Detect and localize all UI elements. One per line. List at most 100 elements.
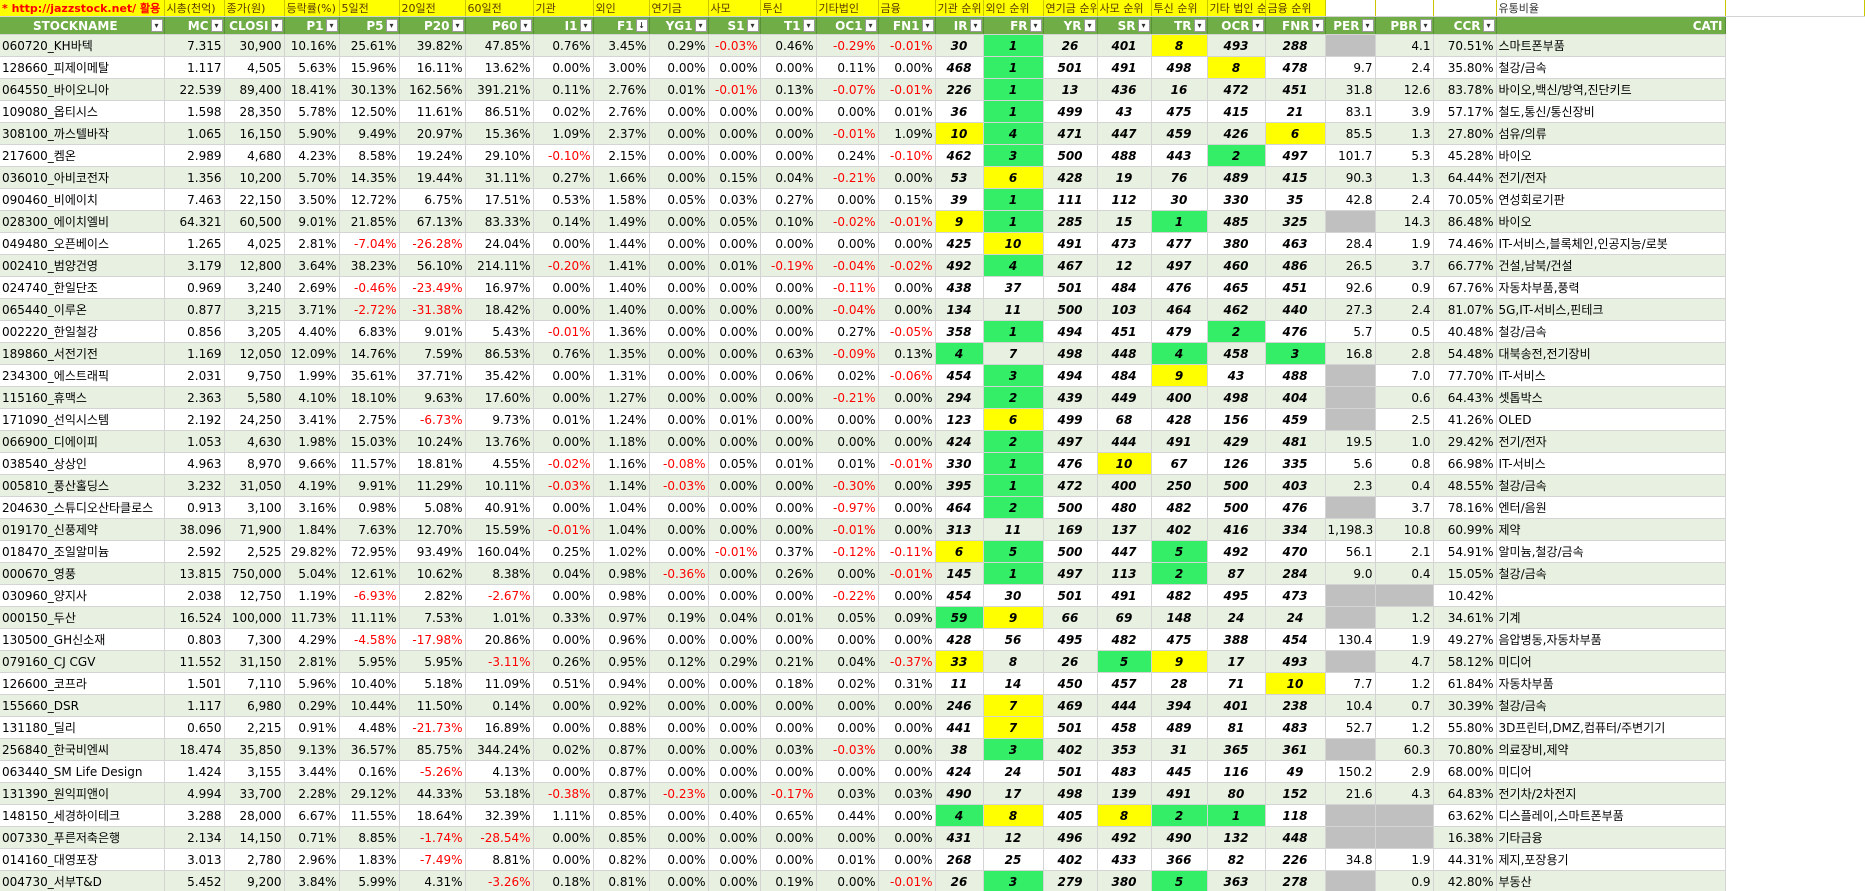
table-cell[interactable]: 10 <box>1265 672 1326 695</box>
table-cell[interactable]: 103 <box>1097 298 1152 321</box>
table-cell[interactable]: 130.4 <box>1325 628 1376 651</box>
table-cell[interactable]: 284 <box>1265 562 1326 585</box>
table-cell[interactable]: 2.15% <box>593 144 650 167</box>
table-cell[interactable]: 0.00% <box>533 694 594 717</box>
table-cell[interactable]: 498 <box>1151 56 1208 79</box>
column-header-close[interactable]: CLOSI ▾ <box>224 16 285 35</box>
table-cell[interactable]: 0.05% <box>649 188 709 211</box>
table-cell[interactable]: 30 <box>935 34 984 57</box>
table-cell[interactable]: 0.13% <box>760 78 817 101</box>
table-cell[interactable]: 424 <box>935 760 984 783</box>
table-cell[interactable]: 0.00% <box>649 364 709 387</box>
table-cell[interactable]: 491 <box>1097 56 1152 79</box>
table-cell[interactable]: 1 <box>983 320 1044 343</box>
table-cell[interactable]: 0.00% <box>533 276 594 299</box>
table-cell[interactable]: 0.00% <box>760 144 817 167</box>
table-cell[interactable]: 0.02% <box>816 364 879 387</box>
table-cell[interactable]: 3,240 <box>224 276 285 299</box>
table-cell[interactable]: 9 <box>1151 650 1208 673</box>
table-cell[interactable]: 0.00% <box>649 694 709 717</box>
table-cell[interactable]: 288 <box>1265 34 1326 57</box>
stock-name-cell[interactable]: 038540_상상인 <box>0 452 165 475</box>
table-cell[interactable]: 0.21% <box>760 650 817 673</box>
table-cell[interactable]: 19.24% <box>399 144 466 167</box>
category-cell[interactable] <box>1496 584 1726 607</box>
table-cell[interactable]: -7.04% <box>339 232 400 255</box>
table-row[interactable]: 005810_풍산홀딩스 3.232 31,050 4.19% 9.91% 11.29% 1… <box>0 474 1865 497</box>
table-cell[interactable]: 0.00% <box>816 408 879 431</box>
category-cell[interactable]: 엔터/음원 <box>1496 496 1726 519</box>
table-cell[interactable]: 499 <box>1043 100 1098 123</box>
table-cell[interactable]: 4.3 <box>1375 782 1434 805</box>
category-cell[interactable]: 바이오 <box>1496 210 1726 233</box>
table-cell[interactable]: 28,000 <box>224 804 285 827</box>
table-cell[interactable]: -0.04% <box>816 298 879 321</box>
table-cell[interactable]: 501 <box>1043 584 1098 607</box>
table-cell[interactable]: 3.9 <box>1375 100 1434 123</box>
table-cell[interactable]: 8 <box>983 650 1044 673</box>
table-cell[interactable]: 18.41% <box>284 78 340 101</box>
filter-dropdown-icon[interactable]: ▾ <box>1083 19 1096 32</box>
table-cell[interactable]: 39.82% <box>399 34 466 57</box>
table-cell[interactable]: 10.44% <box>339 694 400 717</box>
table-cell[interactable]: 0.00% <box>708 298 761 321</box>
table-cell[interactable]: 10 <box>1097 452 1152 475</box>
table-cell[interactable]: 7.315 <box>164 34 225 57</box>
table-cell[interactable]: 482 <box>1151 584 1208 607</box>
table-row[interactable]: 090460_비에이치 7.463 22,150 3.50% 12.72% 6.75% 17… <box>0 188 1865 211</box>
stock-name-cell[interactable]: 204630_스튜디오산타클로스 <box>0 496 165 519</box>
table-cell[interactable]: 12.61% <box>339 562 400 585</box>
table-cell[interactable]: 366 <box>1151 848 1208 871</box>
table-cell[interactable]: 501 <box>1043 56 1098 79</box>
column-header-pbr[interactable]: PBR ▾ <box>1375 16 1434 35</box>
table-cell[interactable]: 0.24% <box>816 144 879 167</box>
stock-name-cell[interactable]: 028300_에이치엘비 <box>0 210 165 233</box>
table-row[interactable]: 063440_SM Life Design 1.424 3,155 3.44% 0.16… <box>0 760 1865 783</box>
table-cell[interactable]: -17.98% <box>399 628 466 651</box>
table-cell[interactable]: 3 <box>983 364 1044 387</box>
table-cell[interactable]: 3 <box>983 738 1044 761</box>
table-cell[interactable]: 0.85% <box>593 826 650 849</box>
table-cell[interactable]: 10.4 <box>1325 694 1376 717</box>
table-cell[interactable]: 285 <box>1043 210 1098 233</box>
table-cell[interactable]: 1.66% <box>593 166 650 189</box>
table-row[interactable]: 204630_스튜디오산타클로스 0.913 3,100 3.16% 0.98% 5.08… <box>0 496 1865 519</box>
table-cell[interactable]: 0.00% <box>878 386 936 409</box>
table-cell[interactable]: 30 <box>983 584 1044 607</box>
table-cell[interactable]: 17 <box>983 782 1044 805</box>
table-cell[interactable]: 0.00% <box>760 100 817 123</box>
table-cell[interactable]: 1.58% <box>593 188 650 211</box>
table-cell[interactable]: 55.80% <box>1433 716 1497 739</box>
table-cell[interactable]: 83.78% <box>1433 78 1497 101</box>
table-cell[interactable]: 12,050 <box>224 342 285 365</box>
table-cell[interactable]: 0.00% <box>649 276 709 299</box>
table-cell[interactable]: 14.76% <box>339 342 400 365</box>
table-cell[interactable]: 35.42% <box>465 364 534 387</box>
table-cell[interactable]: 43 <box>1097 100 1152 123</box>
table-cell[interactable]: 0.00% <box>878 474 936 497</box>
category-cell[interactable]: 전기/전자 <box>1496 166 1726 189</box>
table-cell[interactable]: 9,750 <box>224 364 285 387</box>
table-cell[interactable]: 484 <box>1097 276 1152 299</box>
table-cell[interactable]: 1.36% <box>593 320 650 343</box>
table-cell[interactable]: 3.41% <box>284 408 340 431</box>
table-cell[interactable]: 5.96% <box>284 672 340 695</box>
table-cell[interactable]: 325 <box>1265 210 1326 233</box>
category-cell[interactable]: 자동차부품 <box>1496 672 1726 695</box>
table-cell[interactable]: 24 <box>1265 606 1326 629</box>
table-cell[interactable]: 0.00% <box>649 826 709 849</box>
table-cell[interactable]: 226 <box>935 78 984 101</box>
column-header-fnr[interactable]: FNR ▾ <box>1265 16 1326 35</box>
table-cell[interactable]: 478 <box>1265 56 1326 79</box>
stock-name-cell[interactable]: 079160_CJ CGV <box>0 650 165 673</box>
stock-name-cell[interactable]: 131180_딜리 <box>0 716 165 739</box>
stock-name-cell[interactable]: 148150_세경하이테크 <box>0 804 165 827</box>
table-cell[interactable]: 492 <box>1097 826 1152 849</box>
table-cell[interactable]: 30.39% <box>1433 694 1497 717</box>
table-cell[interactable]: 443 <box>1151 144 1208 167</box>
table-cell[interactable]: 27.80% <box>1433 122 1497 145</box>
table-cell[interactable]: 0.5 <box>1375 320 1434 343</box>
table-cell[interactable]: 0.51% <box>533 672 594 695</box>
table-cell[interactable]: 1.44% <box>593 232 650 255</box>
table-cell[interactable]: 3.64% <box>284 254 340 277</box>
